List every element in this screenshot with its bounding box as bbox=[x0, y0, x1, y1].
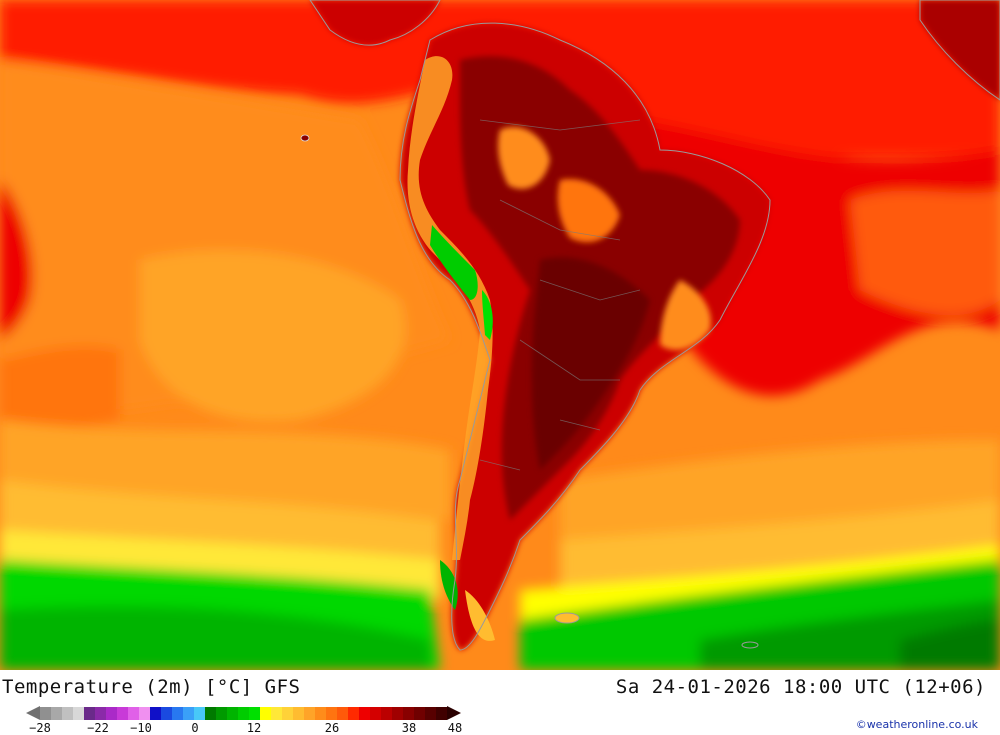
central-america-landmass bbox=[309, 0, 1000, 101]
legend-swatch bbox=[304, 706, 315, 720]
legend-swatch bbox=[194, 706, 205, 720]
legend-swatch bbox=[84, 706, 95, 720]
legend-swatch bbox=[293, 706, 304, 720]
legend-swatch bbox=[227, 706, 238, 720]
legend-swatch bbox=[95, 706, 106, 720]
legend-swatch bbox=[326, 706, 337, 720]
legend-swatch bbox=[381, 706, 392, 720]
legend-swatch bbox=[106, 706, 117, 720]
legend-swatch bbox=[128, 706, 139, 720]
legend-swatch bbox=[282, 706, 293, 720]
south-georgia-island bbox=[741, 641, 759, 649]
legend-swatch bbox=[150, 706, 161, 720]
legend-swatch bbox=[139, 706, 150, 720]
legend-swatch bbox=[40, 706, 51, 720]
legend-tick-label: 38 bbox=[401, 721, 417, 735]
legend-tick-label: −28 bbox=[29, 721, 51, 735]
legend-tick-label: 26 bbox=[324, 721, 340, 735]
legend-swatch bbox=[238, 706, 249, 720]
legend-swatches bbox=[40, 706, 447, 720]
legend-swatch bbox=[370, 706, 381, 720]
south-america-landmass bbox=[399, 22, 771, 651]
legend-high-arrow bbox=[447, 706, 461, 720]
legend-swatch bbox=[315, 706, 326, 720]
legend-swatch bbox=[436, 706, 447, 720]
legend-swatch bbox=[51, 706, 62, 720]
legend-swatch bbox=[205, 706, 216, 720]
legend-tick-label: 12 bbox=[246, 721, 262, 735]
map-title: Temperature (2m) [°C] GFS bbox=[2, 676, 301, 698]
source-credit[interactable]: ©weatheronline.co.uk bbox=[855, 718, 978, 731]
legend-tick-label: 0 bbox=[191, 721, 199, 735]
temperature-map[interactable] bbox=[0, 0, 1000, 670]
color-legend bbox=[26, 706, 461, 720]
legend-low-arrow bbox=[26, 706, 40, 720]
legend-swatch bbox=[271, 706, 282, 720]
legend-tick-label: 48 bbox=[447, 721, 463, 735]
valid-time-label: Sa 24-01-2026 18:00 UTC (12+06) bbox=[615, 676, 986, 698]
legend-swatch bbox=[249, 706, 260, 720]
map-canvas bbox=[0, 0, 1000, 670]
legend-swatch bbox=[216, 706, 227, 720]
legend-swatch bbox=[161, 706, 172, 720]
legend-swatch bbox=[359, 706, 370, 720]
legend-swatch bbox=[414, 706, 425, 720]
legend-swatch bbox=[260, 706, 271, 720]
legend-swatch bbox=[337, 706, 348, 720]
legend-swatch bbox=[62, 706, 73, 720]
legend-swatch bbox=[73, 706, 84, 720]
legend-swatch bbox=[117, 706, 128, 720]
map-footer: Temperature (2m) [°C] GFS Sa 24-01-2026 … bbox=[0, 670, 1000, 735]
galapagos-islands bbox=[300, 134, 310, 142]
legend-swatch bbox=[425, 706, 436, 720]
legend-swatch bbox=[392, 706, 403, 720]
legend-tick-label: −22 bbox=[87, 721, 109, 735]
legend-swatch bbox=[183, 706, 194, 720]
legend-swatch bbox=[172, 706, 183, 720]
falkland-islands bbox=[554, 612, 580, 624]
legend-swatch bbox=[348, 706, 359, 720]
legend-tick-label: −10 bbox=[130, 721, 152, 735]
ocean-temperature-field bbox=[0, 0, 1000, 670]
legend-swatch bbox=[403, 706, 414, 720]
